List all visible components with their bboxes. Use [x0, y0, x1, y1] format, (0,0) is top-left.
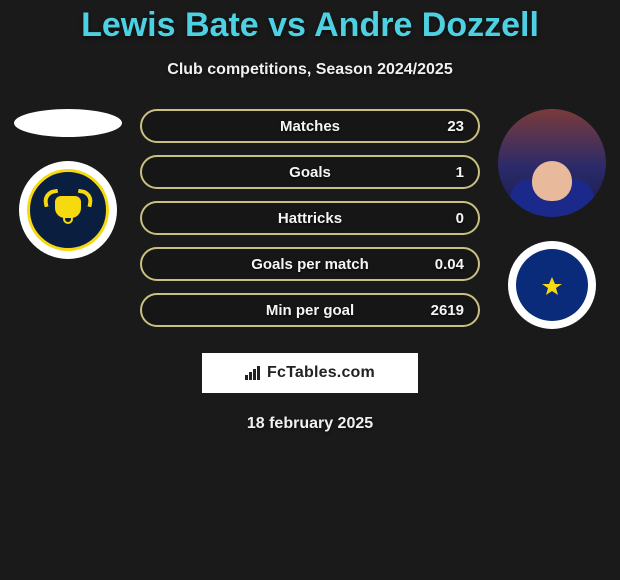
bar-chart-icon	[245, 366, 263, 380]
stat-list: Matches 23 Goals 1 Hattricks 0 Goals per…	[140, 109, 480, 339]
stat-row-min-per-goal: Min per goal 2619	[140, 293, 480, 327]
stat-value-right: 2619	[431, 302, 464, 319]
subtitle: Club competitions, Season 2024/2025	[0, 61, 620, 79]
stat-value-right: 1	[456, 164, 464, 181]
stat-value-right: 0.04	[435, 256, 464, 273]
right-club-badge	[508, 241, 596, 329]
stat-label: Matches	[156, 118, 464, 135]
brand-text: FcTables.com	[267, 364, 375, 382]
stat-value-right: 23	[447, 118, 464, 135]
ox-head-icon	[45, 190, 91, 230]
stat-label: Hattricks	[156, 210, 464, 227]
stat-row-goals-per-match: Goals per match 0.04	[140, 247, 480, 281]
stat-row-matches: Matches 23	[140, 109, 480, 143]
left-player-column	[8, 109, 128, 259]
page-title: Lewis Bate vs Andre Dozzell	[0, 0, 620, 45]
right-player-avatar	[498, 109, 606, 217]
brand-link[interactable]: FcTables.com	[202, 353, 418, 393]
stat-label: Goals per match	[156, 256, 464, 273]
star-crescent-icon	[528, 261, 576, 309]
stat-label: Min per goal	[156, 302, 464, 319]
right-player-column	[492, 109, 612, 329]
left-club-badge	[19, 161, 117, 259]
date-text: 18 february 2025	[0, 415, 620, 433]
left-player-avatar-placeholder	[14, 109, 122, 137]
stat-row-hattricks: Hattricks 0	[140, 201, 480, 235]
stat-label: Goals	[156, 164, 464, 181]
stat-row-goals: Goals 1	[140, 155, 480, 189]
oxford-badge-inner	[27, 169, 109, 251]
stat-value-right: 0	[456, 210, 464, 227]
comparison-panel: Matches 23 Goals 1 Hattricks 0 Goals per…	[0, 109, 620, 339]
portsmouth-badge-inner	[516, 249, 588, 321]
